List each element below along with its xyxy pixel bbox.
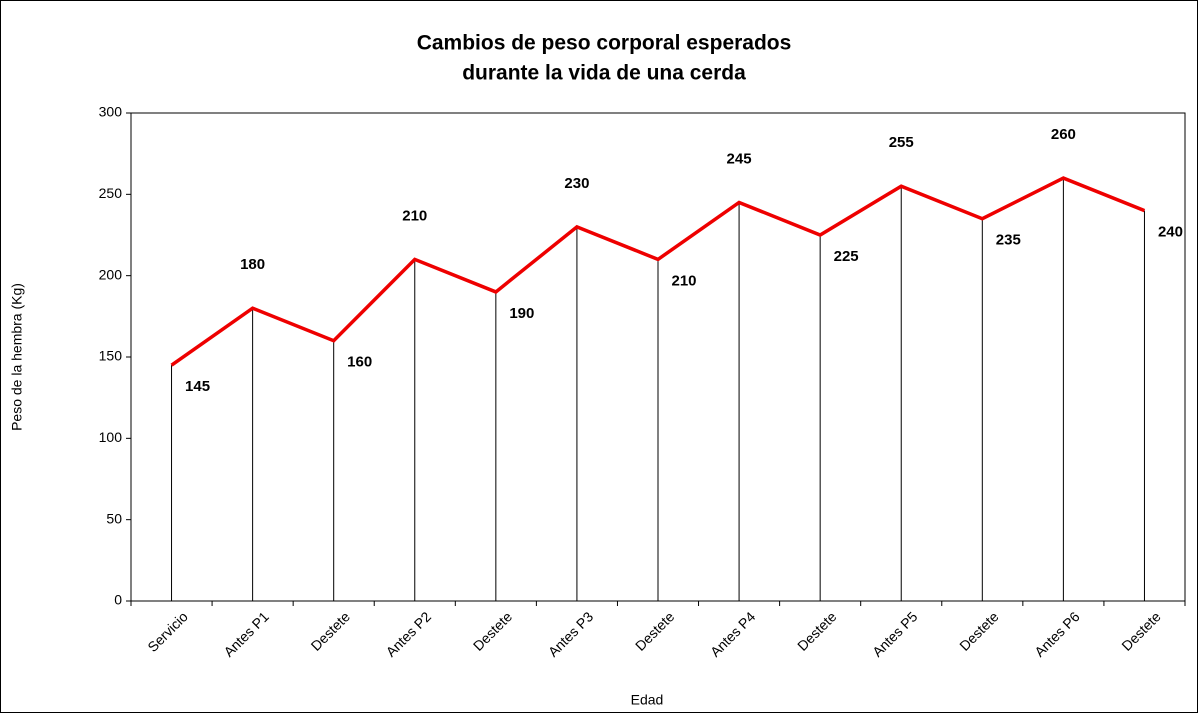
y-tick-label: 150 <box>99 348 123 364</box>
data-label: 210 <box>402 207 427 224</box>
data-label: 240 <box>1158 224 1183 241</box>
data-label: 180 <box>240 256 265 273</box>
y-tick-label: 0 <box>114 592 122 608</box>
data-label: 160 <box>347 354 372 371</box>
y-tick-label: 200 <box>99 266 123 282</box>
data-label: 260 <box>1051 126 1076 143</box>
line <box>170 176 1146 367</box>
data-label: 230 <box>564 175 589 192</box>
data-label: 235 <box>996 232 1021 249</box>
chart-title: Cambios de peso corporal esperados <box>417 32 792 55</box>
data-label: 145 <box>185 378 210 395</box>
data-label: 255 <box>889 134 914 151</box>
y-tick-label: 250 <box>99 185 123 201</box>
data-label: 210 <box>671 272 696 289</box>
chart-title: durante la vida de una cerda <box>462 62 746 85</box>
y-axis-label: Peso de la hembra (Kg) <box>9 283 25 431</box>
y-tick-label: 300 <box>99 104 123 120</box>
y-tick-label: 50 <box>106 510 122 526</box>
data-label: 245 <box>727 150 752 167</box>
data-label: 190 <box>509 305 534 322</box>
x-axis-label: Edad <box>631 692 664 708</box>
data-label: 225 <box>834 248 859 265</box>
y-tick-label: 100 <box>99 429 123 445</box>
